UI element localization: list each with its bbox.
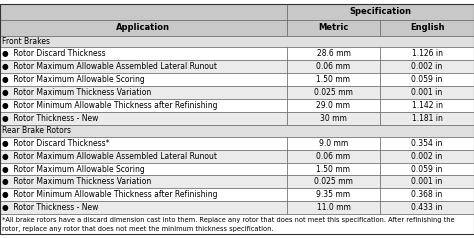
- Bar: [380, 73, 474, 86]
- Text: 1.181 in: 1.181 in: [411, 114, 443, 123]
- Bar: [380, 60, 474, 73]
- Bar: [287, 112, 380, 125]
- Text: 0.06 mm: 0.06 mm: [317, 62, 350, 71]
- Text: ●  Rotor Maximum Thickness Variation: ● Rotor Maximum Thickness Variation: [2, 88, 151, 97]
- Text: 1.50 mm: 1.50 mm: [317, 164, 350, 174]
- Text: Specification: Specification: [349, 7, 411, 16]
- Bar: [287, 163, 380, 175]
- Text: 0.059 in: 0.059 in: [411, 164, 443, 174]
- Text: 0.06 mm: 0.06 mm: [317, 152, 350, 161]
- Text: 0.025 mm: 0.025 mm: [314, 178, 353, 186]
- Text: ●  Rotor Minimum Allowable Thickness after Refinishing: ● Rotor Minimum Allowable Thickness afte…: [2, 101, 218, 110]
- Text: 30 mm: 30 mm: [320, 114, 347, 123]
- Text: 1.126 in: 1.126 in: [411, 49, 443, 58]
- Bar: [380, 175, 474, 188]
- Text: 9.0 mm: 9.0 mm: [319, 139, 348, 148]
- Bar: [380, 47, 474, 60]
- Text: ●  Rotor Maximum Allowable Assembled Lateral Runout: ● Rotor Maximum Allowable Assembled Late…: [2, 152, 217, 161]
- Bar: [0, 125, 474, 137]
- Bar: [287, 20, 380, 36]
- Bar: [380, 188, 474, 201]
- Text: Rear Brake Rotors: Rear Brake Rotors: [2, 126, 72, 135]
- Bar: [0, 163, 287, 175]
- Text: *All brake rotors have a discard dimension cast into them. Replace any rotor tha: *All brake rotors have a discard dimensi…: [2, 217, 455, 223]
- Text: ●  Rotor Maximum Allowable Assembled Lateral Runout: ● Rotor Maximum Allowable Assembled Late…: [2, 62, 217, 71]
- Text: 1.142 in: 1.142 in: [411, 101, 443, 110]
- Text: 0.354 in: 0.354 in: [411, 139, 443, 148]
- Bar: [380, 112, 474, 125]
- Bar: [0, 73, 287, 86]
- Bar: [0, 86, 287, 99]
- Bar: [287, 73, 380, 86]
- Text: ●  Rotor Maximum Allowable Scoring: ● Rotor Maximum Allowable Scoring: [2, 164, 145, 174]
- Text: 0.001 in: 0.001 in: [411, 178, 443, 186]
- Bar: [0, 36, 474, 47]
- Text: ●  Rotor Maximum Thickness Variation: ● Rotor Maximum Thickness Variation: [2, 178, 151, 186]
- Bar: [287, 150, 380, 163]
- Text: 0.433 in: 0.433 in: [411, 203, 443, 212]
- Text: 0.368 in: 0.368 in: [411, 190, 443, 199]
- Bar: [0, 60, 287, 73]
- Text: 11.0 mm: 11.0 mm: [317, 203, 350, 212]
- Bar: [380, 201, 474, 214]
- Text: English: English: [410, 23, 444, 32]
- Bar: [287, 47, 380, 60]
- Bar: [287, 137, 380, 150]
- Text: ●  Rotor Maximum Allowable Scoring: ● Rotor Maximum Allowable Scoring: [2, 75, 145, 84]
- Text: Front Brakes: Front Brakes: [2, 37, 50, 46]
- Bar: [287, 4, 474, 20]
- Bar: [0, 150, 287, 163]
- Text: ●  Rotor Discard Thickness*: ● Rotor Discard Thickness*: [2, 139, 109, 148]
- Bar: [0, 137, 287, 150]
- Text: ●  Rotor Thickness - New: ● Rotor Thickness - New: [2, 114, 98, 123]
- Text: ●  Rotor Minimum Allowable Thickness after Refinishing: ● Rotor Minimum Allowable Thickness afte…: [2, 190, 218, 199]
- Text: 1.50 mm: 1.50 mm: [317, 75, 350, 84]
- Bar: [0, 20, 287, 36]
- Bar: [287, 201, 380, 214]
- Bar: [0, 188, 287, 201]
- Text: 29.0 mm: 29.0 mm: [317, 101, 350, 110]
- Text: 9.35 mm: 9.35 mm: [317, 190, 350, 199]
- Bar: [380, 163, 474, 175]
- Text: rotor, replace any rotor that does not meet the minimum thickness specification.: rotor, replace any rotor that does not m…: [2, 226, 274, 232]
- Bar: [0, 4, 287, 20]
- Text: 0.025 mm: 0.025 mm: [314, 88, 353, 97]
- Text: ●  Rotor Discard Thickness: ● Rotor Discard Thickness: [2, 49, 106, 58]
- Bar: [380, 137, 474, 150]
- Text: 0.001 in: 0.001 in: [411, 88, 443, 97]
- Bar: [380, 150, 474, 163]
- Bar: [287, 86, 380, 99]
- Bar: [287, 188, 380, 201]
- Bar: [0, 201, 287, 214]
- Text: 0.002 in: 0.002 in: [411, 152, 443, 161]
- Bar: [287, 60, 380, 73]
- Bar: [0, 99, 287, 112]
- Bar: [380, 86, 474, 99]
- Bar: [380, 99, 474, 112]
- Bar: [287, 175, 380, 188]
- Bar: [0, 47, 287, 60]
- Bar: [380, 20, 474, 36]
- Text: 28.6 mm: 28.6 mm: [317, 49, 350, 58]
- Bar: [0, 214, 474, 234]
- Text: Application: Application: [117, 23, 170, 32]
- Text: ●  Rotor Thickness - New: ● Rotor Thickness - New: [2, 203, 98, 212]
- Text: 0.059 in: 0.059 in: [411, 75, 443, 84]
- Text: 0.002 in: 0.002 in: [411, 62, 443, 71]
- Bar: [0, 112, 287, 125]
- Bar: [0, 175, 287, 188]
- Text: Metric: Metric: [318, 23, 349, 32]
- Bar: [287, 99, 380, 112]
